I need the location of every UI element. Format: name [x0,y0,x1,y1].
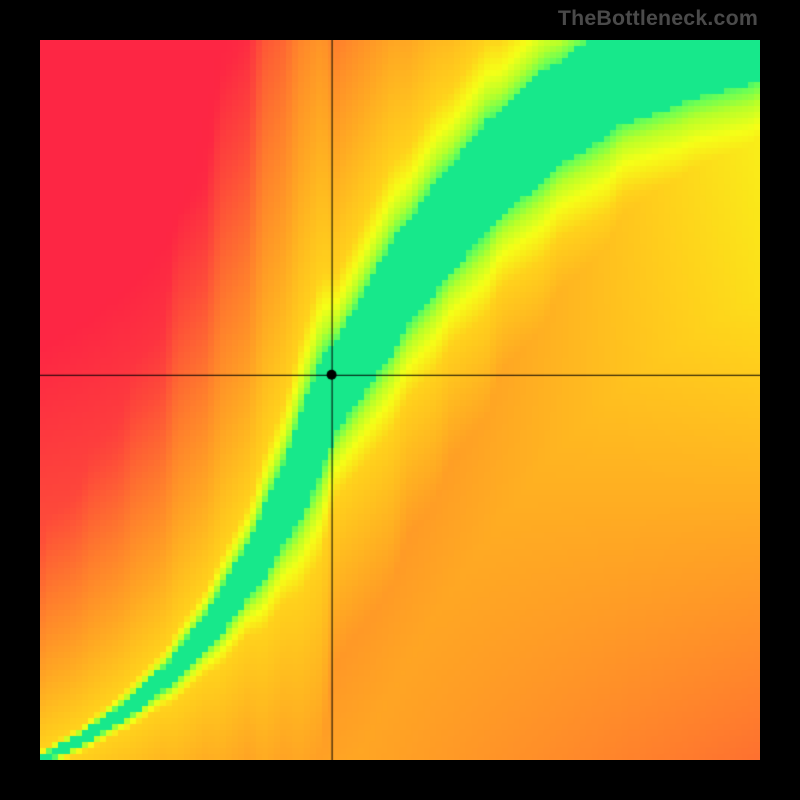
chart-frame: { "chart": { "type": "heatmap", "outer_s… [0,0,800,800]
watermark-text: TheBottleneck.com [558,6,758,31]
bottleneck-heatmap [40,40,760,760]
